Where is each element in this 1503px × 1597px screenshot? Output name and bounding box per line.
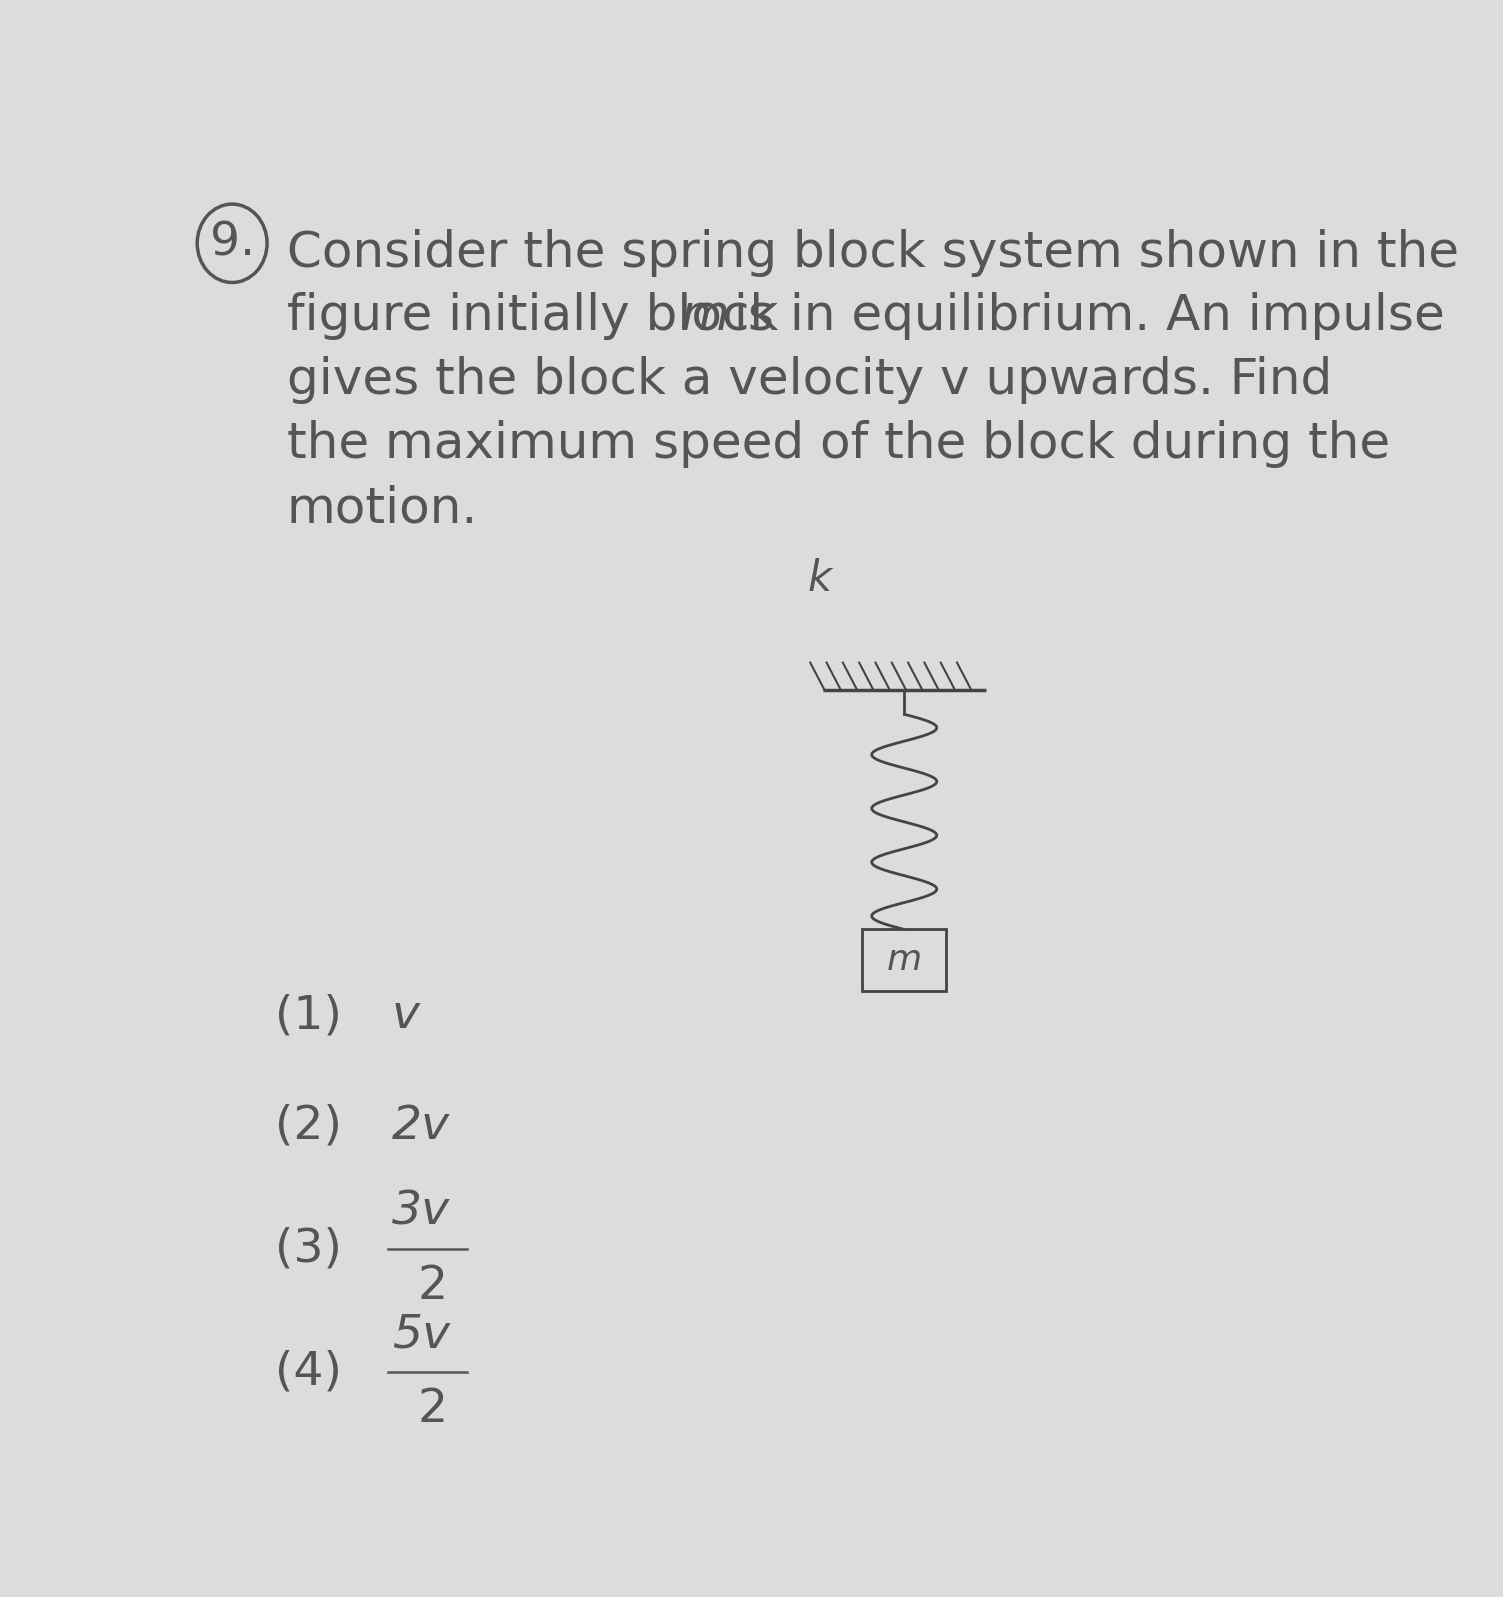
Text: 3v: 3v <box>392 1190 449 1234</box>
Text: the maximum speed of the block during the: the maximum speed of the block during th… <box>287 420 1390 468</box>
Text: 9.: 9. <box>209 220 254 265</box>
Text: m: m <box>887 944 921 977</box>
Text: Consider the spring block system shown in the: Consider the spring block system shown i… <box>287 228 1459 276</box>
Text: gives the block a velocity v upwards. Find: gives the block a velocity v upwards. Fi… <box>287 356 1332 404</box>
Bar <box>863 929 947 990</box>
Text: motion.: motion. <box>287 484 478 532</box>
Text: m: m <box>679 292 729 340</box>
Text: 2: 2 <box>418 1386 448 1431</box>
Text: 5v: 5v <box>392 1313 449 1357</box>
Text: (4): (4) <box>275 1349 343 1394</box>
Text: (2): (2) <box>275 1104 343 1148</box>
Text: 2: 2 <box>418 1263 448 1308</box>
Text: v: v <box>392 993 419 1038</box>
Text: (3): (3) <box>275 1226 343 1271</box>
Text: figure initially block: figure initially block <box>287 292 794 340</box>
Text: k: k <box>809 557 833 600</box>
Text: (1): (1) <box>275 993 343 1038</box>
Text: is in equilibrium. An impulse: is in equilibrium. An impulse <box>718 292 1444 340</box>
Text: 2v: 2v <box>392 1104 449 1148</box>
